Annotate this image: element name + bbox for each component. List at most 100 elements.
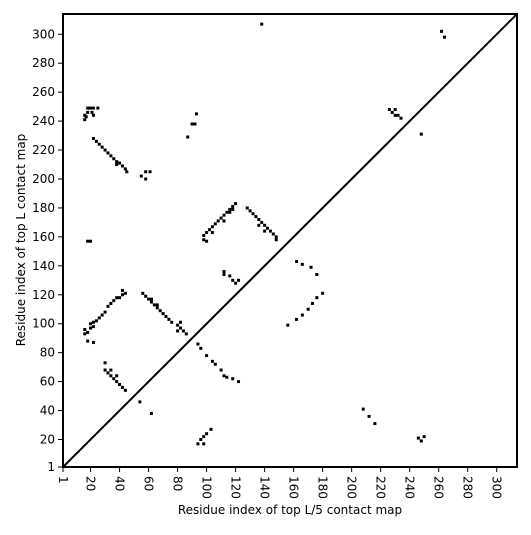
contact-point bbox=[86, 330, 90, 334]
contact-point bbox=[219, 368, 223, 372]
contact-point bbox=[234, 202, 238, 206]
contact-point bbox=[152, 303, 156, 307]
contact-point bbox=[164, 314, 168, 318]
contact-point bbox=[83, 328, 87, 332]
contact-point bbox=[274, 235, 278, 239]
contact-point bbox=[234, 281, 238, 285]
contact-point bbox=[125, 170, 129, 174]
contact-point bbox=[120, 164, 124, 168]
contact-point bbox=[245, 206, 249, 210]
y-tick-label: 160 bbox=[32, 230, 55, 244]
contact-point bbox=[106, 151, 110, 155]
contact-point bbox=[193, 122, 197, 126]
contact-point bbox=[155, 306, 159, 310]
contact-point bbox=[91, 113, 95, 117]
contact-point bbox=[109, 374, 113, 378]
contact-point bbox=[271, 232, 275, 236]
contact-point bbox=[257, 218, 261, 222]
contact-point bbox=[205, 231, 209, 235]
contact-point bbox=[144, 170, 148, 174]
contact-point bbox=[310, 301, 314, 305]
contact-point bbox=[147, 297, 151, 301]
contact-point bbox=[202, 238, 206, 242]
contact-point bbox=[83, 332, 87, 336]
contact-point bbox=[149, 297, 153, 301]
contact-point bbox=[393, 108, 397, 112]
y-tick-label: 140 bbox=[32, 259, 55, 273]
contact-point bbox=[260, 220, 264, 224]
contact-point bbox=[170, 320, 174, 324]
contact-point bbox=[422, 435, 426, 439]
contact-point bbox=[202, 442, 206, 446]
contact-point bbox=[222, 270, 226, 274]
contact-point bbox=[268, 229, 272, 233]
contact-point bbox=[225, 210, 229, 214]
x-tick-label: 120 bbox=[229, 476, 243, 499]
contact-point bbox=[184, 332, 188, 336]
contact-point bbox=[91, 341, 95, 345]
x-tick-label: 240 bbox=[403, 476, 417, 499]
contact-point bbox=[202, 233, 206, 237]
contact-point bbox=[96, 106, 100, 110]
y-tick-label: 20 bbox=[40, 433, 55, 447]
contact-point bbox=[315, 273, 319, 277]
contact-point bbox=[199, 346, 203, 350]
contact-point bbox=[94, 139, 98, 143]
contact-point bbox=[205, 432, 209, 436]
x-tick-label: 140 bbox=[258, 476, 272, 499]
contact-point bbox=[419, 439, 423, 443]
contact-point bbox=[115, 296, 119, 300]
contact-point bbox=[109, 368, 113, 372]
contact-point bbox=[248, 209, 252, 213]
contact-point bbox=[186, 135, 190, 139]
contact-point bbox=[123, 388, 127, 392]
contact-point bbox=[94, 319, 98, 323]
diagonal bbox=[62, 13, 518, 468]
contact-point bbox=[181, 329, 185, 333]
contact-point bbox=[361, 407, 365, 411]
contact-point bbox=[149, 300, 153, 304]
contact-point bbox=[237, 380, 241, 384]
contact-point bbox=[213, 362, 217, 366]
contact-point bbox=[144, 177, 148, 181]
contact-point bbox=[167, 317, 171, 321]
contact-point bbox=[90, 110, 94, 114]
contact-point bbox=[103, 148, 107, 152]
contact-point bbox=[158, 309, 162, 313]
contact-point bbox=[442, 35, 446, 39]
contact-point bbox=[91, 320, 95, 324]
contact-point bbox=[373, 422, 377, 426]
y-tick-label: 40 bbox=[40, 404, 55, 418]
contact-point bbox=[91, 106, 95, 110]
x-tick-label: 280 bbox=[461, 476, 475, 499]
contact-point bbox=[263, 223, 267, 227]
y-tick-label: 80 bbox=[40, 346, 55, 360]
contact-point bbox=[257, 223, 261, 227]
contact-point bbox=[300, 262, 304, 266]
contact-point bbox=[295, 317, 299, 321]
contact-point bbox=[109, 154, 113, 158]
contact-point bbox=[390, 110, 394, 114]
contact-point bbox=[321, 291, 325, 295]
plot-frame bbox=[62, 13, 518, 468]
contact-point bbox=[103, 361, 107, 365]
contact-point bbox=[237, 278, 241, 282]
contact-point bbox=[118, 161, 122, 165]
contact-point bbox=[120, 385, 124, 389]
contact-point bbox=[86, 106, 90, 110]
contact-point bbox=[228, 210, 232, 214]
contact-point bbox=[295, 259, 299, 263]
contact-point bbox=[213, 222, 217, 226]
x-tick-label: 300 bbox=[490, 476, 504, 499]
contact-point bbox=[231, 278, 235, 282]
contact-point bbox=[89, 326, 93, 330]
contact-point bbox=[274, 238, 278, 242]
contact-point bbox=[393, 113, 397, 117]
contact-point bbox=[115, 163, 119, 167]
contact-point bbox=[205, 239, 209, 243]
contact-point bbox=[196, 442, 200, 446]
contact-point bbox=[89, 106, 93, 110]
x-tick-label: 1 bbox=[56, 476, 70, 484]
contact-point bbox=[231, 377, 235, 381]
contact-point bbox=[419, 132, 423, 136]
